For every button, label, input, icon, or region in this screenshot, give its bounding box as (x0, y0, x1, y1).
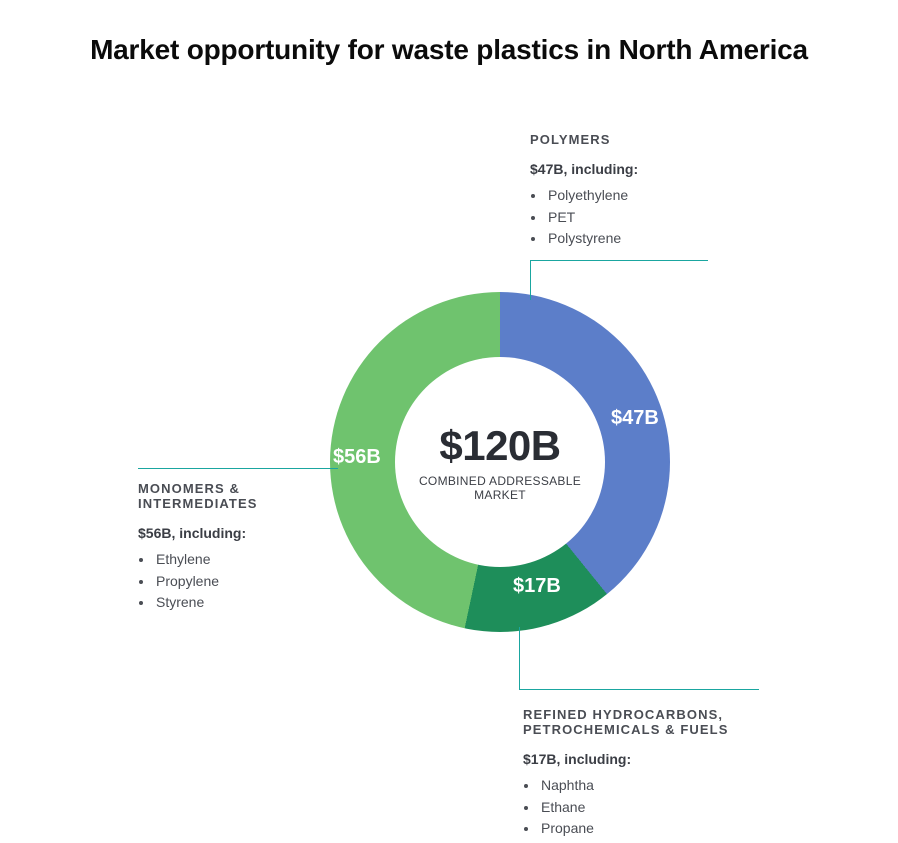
donut-chart: $120B COMBINED ADDRESSABLE MARKET $47B $… (330, 292, 670, 632)
annotation-polymers: POLYMERS $47B, including: Polyethylene P… (530, 132, 760, 250)
center-subtext: COMBINED ADDRESSABLE MARKET (395, 474, 605, 503)
annotation-refined: REFINED HYDROCARBONS, PETROCHEMICALS & F… (523, 707, 808, 840)
annotation-heading: MONOMERS & INTERMEDIATES (138, 481, 318, 511)
slice-label-refined: $17B (513, 575, 561, 598)
list-item: Propane (539, 818, 808, 840)
page-title: Market opportunity for waste plastics in… (0, 34, 898, 66)
list-item: Styrene (154, 592, 318, 614)
slice-label-monomers: $56B (333, 446, 381, 469)
annotation-list: Polyethylene PET Polystyrene (530, 185, 760, 250)
list-item: Propylene (154, 571, 318, 593)
center-value: $120B (439, 422, 560, 470)
annotation-heading: POLYMERS (530, 132, 760, 147)
list-item: Ethane (539, 797, 808, 819)
list-item: PET (546, 207, 760, 229)
list-item: Naphtha (539, 775, 808, 797)
infographic-canvas: Market opportunity for waste plastics in… (0, 0, 898, 843)
annotation-subheading: $56B, including: (138, 525, 318, 541)
annotation-monomers: MONOMERS & INTERMEDIATES $56B, including… (138, 481, 318, 614)
annotation-heading: REFINED HYDROCARBONS, PETROCHEMICALS & F… (523, 707, 808, 737)
donut-center: $120B COMBINED ADDRESSABLE MARKET (395, 357, 605, 567)
slice-label-polymers: $47B (611, 407, 659, 430)
annotation-subheading: $47B, including: (530, 161, 760, 177)
list-item: Polyethylene (546, 185, 760, 207)
annotation-list: Ethylene Propylene Styrene (138, 549, 318, 614)
list-item: Ethylene (154, 549, 318, 571)
annotation-list: Naphtha Ethane Propane (523, 775, 808, 840)
annotation-subheading: $17B, including: (523, 751, 808, 767)
list-item: Polystyrene (546, 228, 760, 250)
